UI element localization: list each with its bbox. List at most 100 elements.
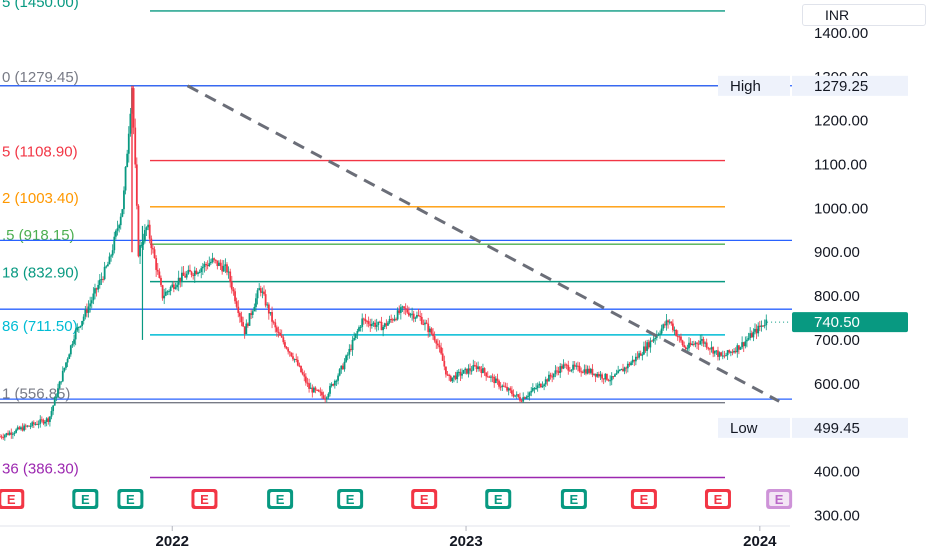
earnings-marker[interactable]: E [485, 489, 512, 509]
candle-body [578, 365, 581, 372]
candle-body [60, 381, 63, 383]
candle-body [494, 378, 497, 384]
candle-body [446, 374, 449, 376]
candle-body [651, 340, 653, 342]
candle-body [504, 386, 507, 388]
candle-body [309, 387, 312, 389]
price-tick-label: 400.00 [814, 463, 860, 480]
candle-body [618, 370, 621, 372]
candle-body [90, 300, 93, 304]
low-marker-label: Low [730, 420, 758, 437]
candle-body [139, 245, 141, 257]
candle-body [277, 331, 280, 333]
earnings-marker[interactable]: E [191, 489, 218, 509]
candle-body [351, 339, 354, 351]
candle-body [264, 294, 267, 306]
earnings-marker[interactable]: E [117, 489, 144, 509]
candle-body [338, 369, 341, 376]
candle-body [530, 390, 533, 393]
earnings-marker-inner [488, 492, 509, 506]
candle-body [396, 310, 399, 320]
candle-body [66, 358, 69, 363]
low-marker: Low 499.45 [718, 417, 908, 438]
candle-body [617, 370, 620, 374]
candle-body [747, 338, 750, 340]
candle-body [28, 425, 30, 427]
candle-body [47, 418, 50, 422]
candle-body [757, 325, 760, 334]
candle-body [135, 164, 138, 206]
candle-body [527, 395, 529, 397]
candle-body [341, 365, 344, 370]
currency-selector[interactable]: INR [802, 4, 926, 26]
earnings-marker-letter: E [775, 492, 784, 507]
candle-body [754, 328, 756, 332]
candle-body [152, 248, 154, 250]
candle-body [472, 365, 475, 371]
candle-body [538, 383, 541, 386]
candle-body [218, 262, 220, 266]
candle-body [707, 347, 710, 349]
candle-body [528, 392, 531, 396]
candle-body [110, 255, 112, 257]
earnings-marker[interactable]: E [0, 489, 25, 509]
candle-body [535, 388, 537, 390]
candle-body [657, 334, 660, 336]
candle-body [292, 356, 294, 360]
candle-body [457, 371, 460, 373]
candle-body [633, 359, 636, 362]
candle-body [92, 293, 95, 301]
candle-body [536, 385, 539, 389]
candle-body [11, 433, 14, 435]
earnings-marker[interactable]: E [267, 489, 294, 509]
candle-body [675, 329, 678, 336]
price-tick-label: 1000.00 [814, 200, 868, 217]
earnings-marker[interactable]: E [411, 489, 438, 509]
candle-body [427, 323, 430, 333]
earnings-marker[interactable]: E [630, 489, 657, 509]
candle-body [755, 328, 758, 334]
earnings-marker[interactable]: E [72, 489, 99, 509]
candle-body [738, 345, 740, 350]
candle-body [428, 328, 431, 333]
candle-body [562, 364, 565, 369]
candle-body [723, 355, 726, 357]
earnings-marker[interactable]: E [766, 489, 793, 509]
candle-body [187, 269, 190, 274]
earnings-marker[interactable]: E [560, 489, 587, 509]
candle-body [362, 318, 365, 320]
candle-body [594, 373, 597, 377]
earnings-marker-letter: E [714, 492, 723, 507]
candle-body [209, 261, 212, 264]
candle-body [197, 272, 199, 275]
earnings-marker-letter: E [81, 492, 90, 507]
candle-body [443, 360, 446, 367]
candle-body [469, 368, 471, 371]
candle-body [552, 373, 555, 378]
candle-body [736, 345, 739, 353]
candle-body [272, 321, 275, 323]
candle-body [364, 319, 367, 322]
candle-body [498, 380, 500, 387]
earnings-marker[interactable]: E [337, 489, 364, 509]
candle-body [432, 333, 434, 337]
candle-body [599, 374, 602, 377]
candle-body [293, 358, 296, 360]
candle-body [0, 436, 3, 438]
candle-body [692, 343, 695, 345]
candle-body [153, 249, 156, 259]
candle-body [274, 322, 277, 328]
candle-body [441, 353, 444, 361]
candle-body [7, 433, 9, 435]
candle-body [670, 321, 673, 324]
candle-body [24, 425, 27, 427]
candle-body [211, 258, 214, 262]
candle-body [108, 256, 111, 265]
earnings-marker[interactable]: E [704, 489, 731, 509]
candle-body [44, 421, 46, 424]
candle-body [171, 284, 174, 288]
candle-body [253, 306, 256, 312]
candle-body [445, 366, 447, 375]
candle-body [520, 400, 523, 402]
